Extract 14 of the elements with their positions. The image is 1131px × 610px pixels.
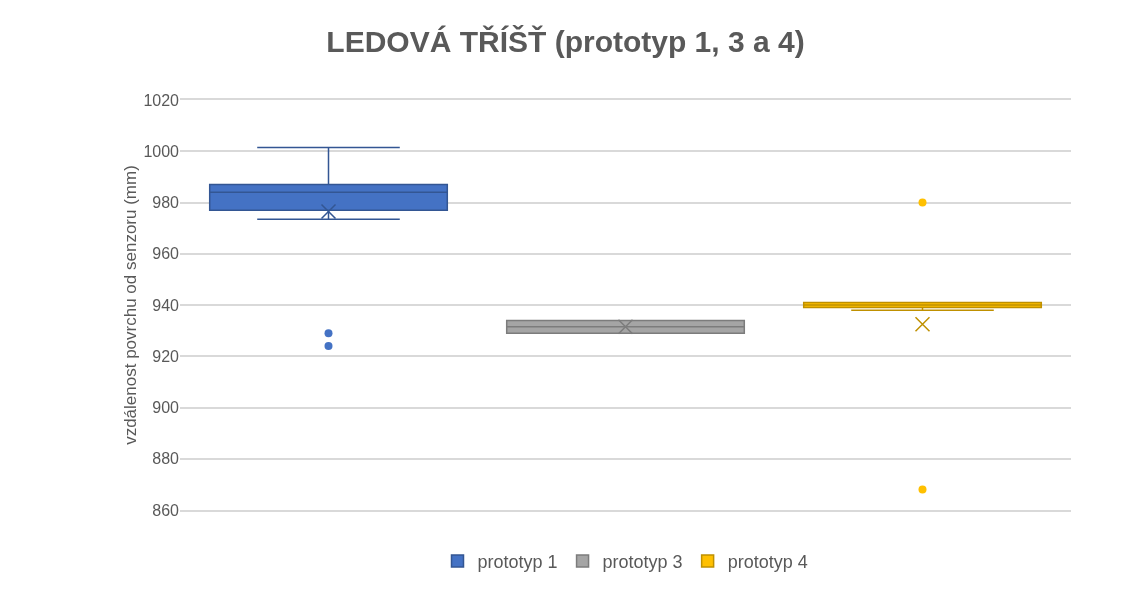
y-tick-label: 900 <box>152 399 180 417</box>
legend-label: prototyp 3 <box>602 552 683 573</box>
y-tick-label: 960 <box>152 245 180 263</box>
y-axis-title: vzdálenost povrchu od senzoru (mm) <box>121 165 140 445</box>
y-tick-label: 880 <box>152 450 180 468</box>
legend-label: prototyp 4 <box>727 552 808 573</box>
chart-title: LEDOVÁ TŘÍŠŤ (prototyp 1, 3 a 4) <box>326 24 805 58</box>
y-tick-label: 940 <box>152 296 180 314</box>
y-tick-label: 920 <box>152 347 180 365</box>
y-tick-label: 1020 <box>143 91 180 109</box>
legend-label: prototyp 1 <box>477 552 558 573</box>
y-tick-label: 1000 <box>143 142 180 160</box>
y-tick-label: 980 <box>152 194 180 212</box>
y-tick-label: 860 <box>152 501 180 519</box>
